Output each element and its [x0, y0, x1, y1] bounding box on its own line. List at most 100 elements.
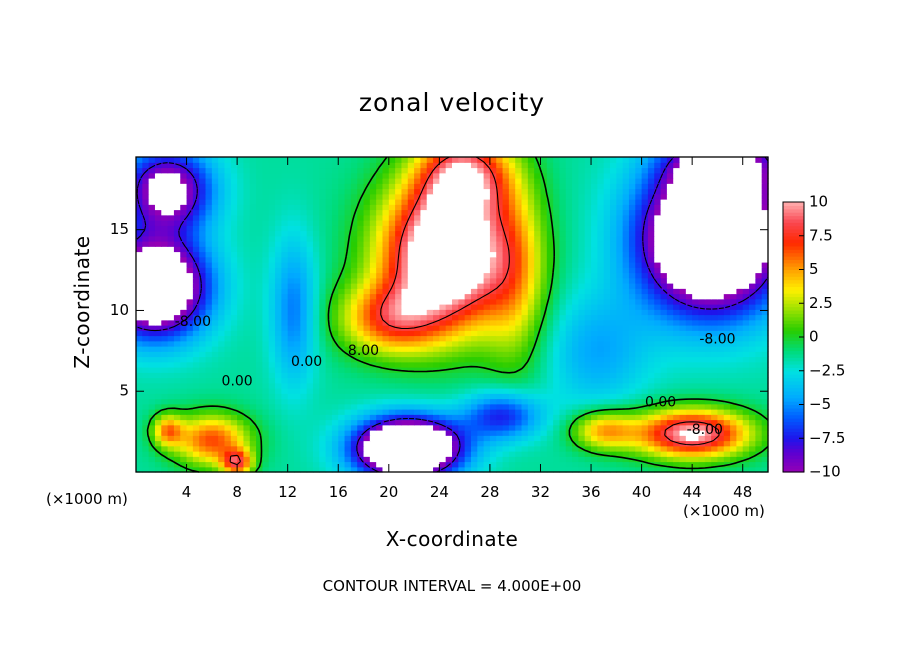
heat-cell [136, 451, 143, 457]
heat-cell [452, 283, 459, 289]
heat-cell [458, 319, 466, 326]
heat-cell [452, 256, 459, 263]
heat-cell [433, 277, 440, 284]
heat-cell [730, 466, 737, 473]
heat-cell [420, 251, 428, 258]
heat-cell [325, 330, 333, 337]
heat-cell [755, 293, 763, 300]
heat-cell [167, 456, 175, 463]
heat-cell [515, 298, 523, 305]
heat-cell [180, 440, 188, 447]
heat-cell [578, 293, 586, 300]
heat-cell [572, 382, 579, 389]
heat-cell [496, 414, 504, 421]
heat-cell [369, 309, 377, 316]
heat-cell [610, 256, 617, 263]
heat-cell [161, 230, 169, 237]
heat-cell [199, 409, 207, 415]
heat-cell [616, 351, 624, 358]
heat-cell [192, 267, 200, 274]
heat-cell [660, 330, 668, 337]
heat-cell [591, 251, 598, 258]
heat-cell [388, 309, 396, 316]
heat-cell [584, 319, 592, 326]
heat-cell [388, 382, 396, 389]
heat-cell [622, 393, 630, 400]
heat-cell [591, 346, 598, 352]
heat-cell [736, 214, 744, 221]
heat-cell [167, 277, 175, 284]
heat-cell [382, 340, 390, 347]
heat-cell [186, 241, 194, 247]
heat-cell [597, 346, 605, 352]
heat-cell [647, 435, 655, 442]
heat-cell [666, 424, 674, 431]
heat-cell [237, 461, 245, 468]
heat-cell [540, 367, 548, 373]
heat-cell [433, 288, 440, 295]
heat-cell [369, 456, 377, 463]
heat-cell [591, 235, 598, 242]
heat-cell [736, 388, 744, 394]
heat-cell [628, 335, 636, 342]
heat-cell [136, 430, 143, 436]
heat-cell [717, 361, 725, 368]
heat-cell [154, 272, 162, 279]
heat-cell [673, 267, 681, 274]
heat-cell [230, 293, 238, 300]
heat-cell [761, 230, 769, 237]
heat-cell [186, 403, 194, 410]
heat-cell [262, 382, 270, 389]
heat-cell [584, 220, 592, 226]
heat-cell [344, 267, 352, 274]
heat-cell [275, 409, 282, 415]
heat-cell [736, 356, 744, 363]
heat-cell [628, 330, 636, 337]
heat-cell [698, 461, 706, 468]
heat-cell [369, 335, 377, 342]
heat-cell [496, 367, 504, 373]
heat-cell [275, 230, 282, 237]
heat-cell [433, 466, 440, 473]
heat-cell [186, 419, 194, 426]
heat-cell [692, 251, 700, 258]
heat-cell [382, 230, 390, 237]
heat-cell [407, 283, 415, 289]
heat-cell [275, 293, 282, 300]
heat-cell [698, 241, 706, 247]
heat-cell [344, 272, 352, 279]
heat-cell [363, 298, 371, 305]
heat-cell [591, 351, 598, 358]
heat-cell [294, 314, 301, 321]
heat-cell [401, 367, 409, 373]
heat-cell [180, 382, 188, 389]
heat-cell [388, 277, 396, 284]
heat-cell [243, 361, 251, 368]
heat-cell [489, 346, 497, 352]
heat-cell [249, 309, 257, 316]
heat-cell [546, 230, 554, 237]
heat-cell [420, 335, 428, 342]
heat-cell [306, 298, 314, 305]
heat-cell [256, 220, 263, 226]
heat-cell [565, 330, 573, 337]
heat-cell [433, 377, 440, 384]
heat-cell [167, 304, 175, 310]
heat-cell [445, 225, 453, 232]
heat-cell [527, 314, 535, 321]
heat-cell [578, 356, 586, 363]
heat-cell [401, 466, 409, 473]
heat-cell [502, 225, 510, 232]
heat-cell [268, 335, 276, 342]
heat-cell [224, 314, 232, 321]
heat-cell [439, 382, 447, 389]
heat-cell [281, 314, 289, 321]
heat-cell [439, 298, 447, 305]
heat-cell [180, 356, 188, 363]
heat-cell [401, 414, 409, 421]
heat-cell [136, 220, 143, 226]
heat-cell [717, 304, 725, 310]
heat-cell [192, 314, 200, 321]
heat-cell [211, 283, 219, 289]
heat-cell [464, 225, 472, 232]
